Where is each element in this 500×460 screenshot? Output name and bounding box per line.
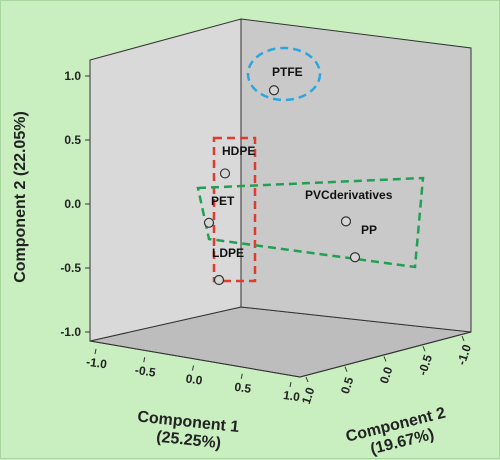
point-label-pet: PET bbox=[211, 194, 235, 208]
x-tick-label: 1.0 bbox=[282, 388, 301, 404]
z-tick-label: 0.0 bbox=[377, 365, 396, 386]
point-pet bbox=[203, 217, 215, 228]
point-pp bbox=[349, 252, 361, 263]
y-tick-label: -0.5 bbox=[60, 261, 81, 275]
x-tick-label: 0.0 bbox=[185, 371, 204, 387]
z-axis-line bbox=[299, 331, 472, 378]
x-tick-mark bbox=[192, 365, 194, 371]
z-tick-mark bbox=[383, 356, 387, 362]
point-label-ldpe: LDPE bbox=[212, 246, 244, 260]
z-tick-mark bbox=[422, 346, 426, 352]
x-tick-label: -0.5 bbox=[134, 363, 157, 380]
x-tick-mark bbox=[143, 357, 146, 363]
ptfe-group-ellipse bbox=[246, 46, 322, 102]
x-axis-ticks: -1.0 -0.5 0.0 0.5 1.0 bbox=[85, 348, 301, 404]
z-tick-label: -0.5 bbox=[415, 353, 435, 377]
y-tick-label: 1.0 bbox=[64, 69, 81, 83]
y-tick-label: 0.5 bbox=[64, 133, 81, 147]
point-hdpe bbox=[219, 168, 231, 179]
z-axis-ticks: -1.0 -0.5 0.0 0.5 1.0 bbox=[299, 335, 474, 406]
x-axis-line bbox=[89, 340, 301, 378]
x-tick-mark bbox=[289, 381, 292, 388]
y-axis-title: Component 2 (22.05%) bbox=[12, 111, 29, 283]
data-points: PTFE HDPE PET LDPE PVCderivatives PP bbox=[203, 65, 393, 286]
x-tick-label: 0.5 bbox=[234, 380, 253, 396]
z-tick-mark bbox=[305, 376, 309, 383]
point-ldpe bbox=[213, 274, 225, 286]
y-tick-label: -1.0 bbox=[60, 325, 81, 339]
left-wall-panel bbox=[89, 18, 242, 342]
z-tick-label: 0.5 bbox=[338, 375, 357, 396]
x-axis-title: Component 1 (25.25%) bbox=[135, 408, 245, 454]
z-tick-label: 1.0 bbox=[299, 385, 318, 406]
point-label-pp: PP bbox=[361, 223, 377, 237]
z-tick-mark bbox=[344, 366, 348, 372]
x-tick-mark bbox=[240, 373, 243, 379]
point-label-pvcderivatives: PVCderivatives bbox=[305, 188, 393, 202]
point-label-hdpe: HDPE bbox=[222, 144, 255, 158]
point-label-ptfe: PTFE bbox=[272, 65, 303, 79]
point-ptfe bbox=[268, 85, 280, 96]
x-tick-label: -1.0 bbox=[85, 355, 108, 372]
polyolefin-group-rectangle bbox=[212, 136, 257, 283]
z-axis-title: Component 2 (19.67%) bbox=[344, 403, 456, 460]
x-tick-mark bbox=[94, 348, 97, 355]
z-tick-mark bbox=[461, 335, 465, 342]
y-tick-label: 0.0 bbox=[64, 197, 81, 211]
y-axis-ticks: 1.0 0.5 0.0 -0.5 -1.0 bbox=[60, 69, 90, 339]
point-pvcderivatives bbox=[340, 216, 352, 227]
z-tick-label: -1.0 bbox=[454, 342, 474, 366]
